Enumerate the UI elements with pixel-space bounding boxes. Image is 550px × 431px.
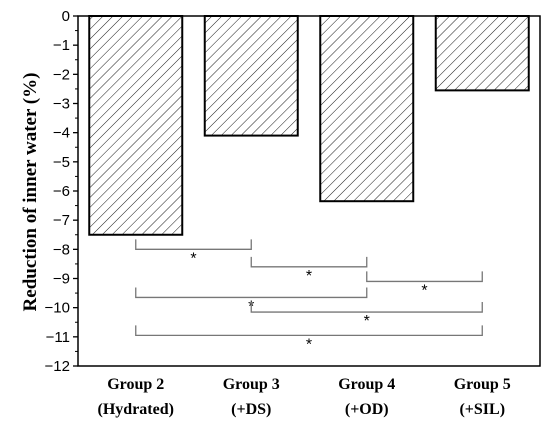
x-tick-sublabel: (+OD) (345, 401, 389, 418)
significance-star: * (306, 268, 312, 285)
bars-group (88, 15, 530, 236)
x-tick-sublabel: (+DS) (231, 401, 271, 418)
significance-star: * (364, 313, 370, 330)
y-tick-label: 0 (62, 8, 70, 25)
x-tick-label: Group 4 (338, 376, 395, 393)
x-tick-label: Group 5 (454, 376, 511, 393)
y-tick-label: −4 (53, 125, 70, 142)
y-axis-title: Reduction of inner water (%) (20, 73, 41, 312)
y-tick-label: −8 (53, 241, 70, 258)
significance-brackets: ****** (135, 239, 483, 353)
bar-1 (88, 15, 184, 236)
significance-bracket-6 (135, 325, 483, 337)
y-tick-label: −1 (53, 37, 70, 54)
y-tick-label: −12 (45, 358, 70, 375)
y-axis: 0 −1 −2 −3 −4 −5 −6 −7 −8 −9 −10 −11 −12 (45, 8, 78, 375)
x-axis-labels: Group 2 (Hydrated) Group 3 (+DS) Group 4 (+OD… (98, 376, 511, 418)
significance-bracket-5 (250, 302, 483, 313)
significance-star: * (190, 250, 196, 267)
x-tick-label: Group 3 (223, 376, 280, 393)
y-tick-label: −3 (53, 96, 70, 113)
y-tick-label: −6 (53, 183, 70, 200)
significance-bracket-3 (366, 271, 483, 283)
bar-2 (203, 15, 299, 137)
y-tick-label: −10 (45, 300, 70, 317)
significance-bracket-1 (135, 239, 252, 250)
y-tick-label: −2 (53, 66, 70, 83)
x-tick-sublabel: (+SIL) (459, 401, 505, 418)
y-tick-label: −7 (53, 212, 70, 229)
significance-bracket-2 (250, 256, 368, 268)
bar-3 (319, 15, 415, 203)
x-tick-sublabel: (Hydrated) (98, 401, 174, 418)
y-tick-label: −11 (46, 329, 70, 346)
significance-star: * (306, 336, 312, 353)
bar-4 (434, 15, 530, 92)
y-tick-label: −9 (53, 271, 70, 288)
x-tick-label: Group 2 (107, 376, 164, 393)
significance-bracket-4 (135, 287, 368, 299)
significance-star: * (421, 282, 427, 299)
y-tick-label: −5 (53, 154, 70, 171)
